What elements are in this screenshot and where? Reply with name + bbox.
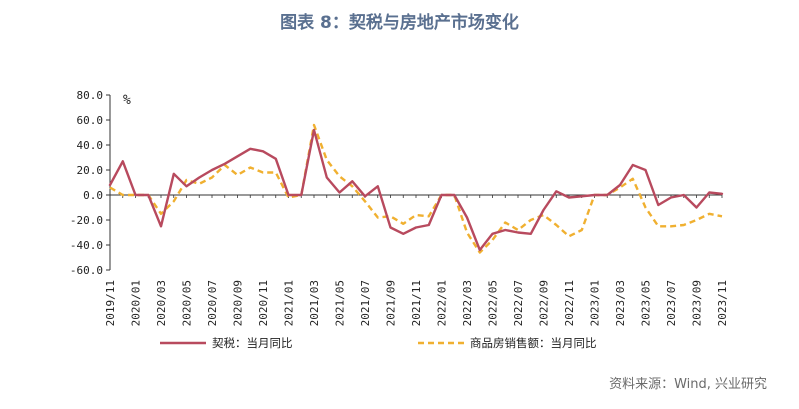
y-tick-label: -60.0 — [70, 264, 103, 277]
x-tick-label: 2023/01 — [589, 280, 602, 326]
x-tick-label: 2022/05 — [487, 280, 500, 326]
series-line-deed-tax — [108, 128, 724, 252]
y-tick-label: -40.0 — [70, 239, 103, 252]
x-tick-label: 2023/11 — [716, 280, 729, 326]
x-tick-label: 2020/03 — [155, 280, 168, 326]
series-line-sales — [109, 123, 723, 254]
x-tick-label: 2020/09 — [232, 280, 245, 326]
x-tick-label: 2019/11 — [104, 280, 117, 326]
x-tick-label: 2021/07 — [359, 280, 372, 326]
x-tick-label: 2021/11 — [410, 280, 423, 326]
x-tick-label: 2021/03 — [308, 280, 321, 326]
source-note: 资料来源：Wind, 兴业研究 — [609, 377, 767, 392]
y-tick-label: 20.0 — [77, 164, 104, 177]
x-tick-label: 2022/01 — [436, 280, 449, 326]
x-tick-label: 2021/05 — [334, 280, 347, 326]
legend-label: 商品房销售额：当月同比 — [470, 336, 597, 350]
y-tick-label: 80.0 — [77, 89, 104, 102]
y-tick-label: 0.0 — [83, 189, 103, 202]
x-tick-label: 2022/03 — [461, 280, 474, 326]
x-tick-label: 2023/05 — [640, 280, 653, 326]
x-tick-label: 2023/03 — [614, 280, 627, 326]
y-tick-label: -20.0 — [70, 214, 103, 227]
x-tick-label: 2023/07 — [665, 280, 678, 326]
legend-label: 契税：当月同比 — [212, 336, 293, 350]
x-tick-label: 2022/11 — [563, 280, 576, 326]
x-tick-label: 2020/11 — [257, 280, 270, 326]
x-tick-label: 2020/05 — [181, 280, 194, 326]
figure-title: 图表 8：契税与房地产市场变化 — [280, 13, 519, 33]
x-tick-label: 2022/07 — [512, 280, 525, 326]
x-tick-label: 2020/01 — [130, 280, 143, 326]
x-tick-label: 2022/09 — [538, 280, 551, 326]
y-tick-label: 60.0 — [77, 114, 104, 127]
unit-label: % — [123, 93, 131, 108]
x-tick-label: 2021/09 — [385, 280, 398, 326]
x-tick-label: 2023/09 — [691, 280, 704, 326]
y-tick-label: 40.0 — [77, 139, 104, 152]
x-tick-label: 2021/01 — [283, 280, 296, 326]
x-tick-label: 2020/07 — [206, 280, 219, 326]
